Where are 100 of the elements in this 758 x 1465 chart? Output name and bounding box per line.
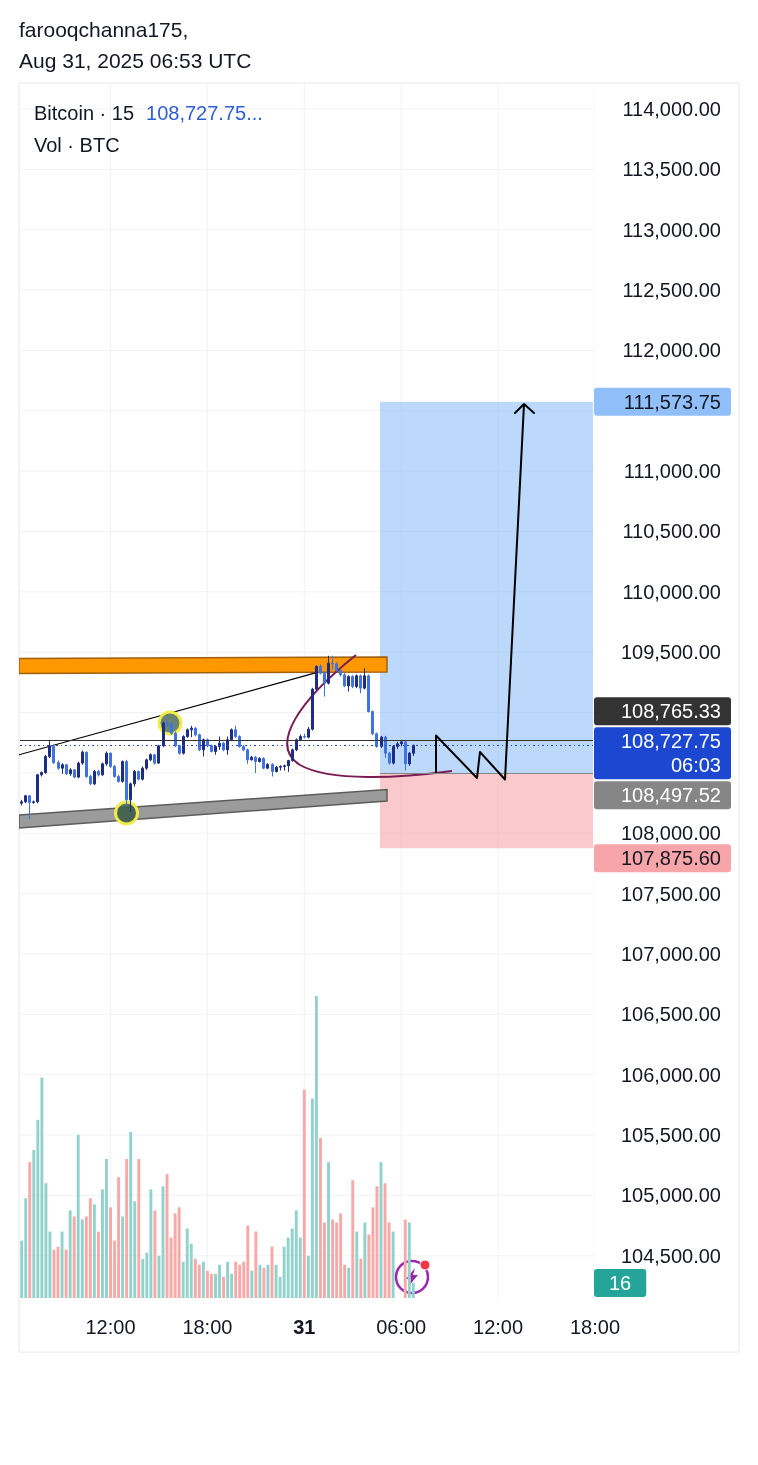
candlestick <box>342 672 347 688</box>
candlestick <box>152 753 157 766</box>
y-tick-label: 104,500.00 <box>620 1244 721 1267</box>
y-tick-label: 111,000.00 <box>623 460 721 483</box>
band-label: 111,573.75 <box>623 390 721 413</box>
bar <box>391 1231 395 1298</box>
y-tick-label: 113,500.00 <box>622 158 721 181</box>
bar <box>137 1159 141 1298</box>
y-tick-label: 112,500.00 <box>622 279 721 302</box>
bar <box>193 1258 197 1298</box>
bar <box>355 1231 359 1298</box>
bar <box>359 1258 363 1298</box>
candlestick <box>60 762 65 775</box>
bar <box>403 1219 407 1298</box>
bar <box>149 1189 153 1298</box>
bar <box>238 1264 242 1298</box>
y-tick-label: 110,500.00 <box>622 520 721 543</box>
bar <box>153 1210 157 1298</box>
bar <box>363 1222 367 1298</box>
y-tick-label: 108,000.00 <box>620 822 721 845</box>
candlestick <box>19 799 24 806</box>
candlestick <box>245 748 250 765</box>
y-tick-label: 107,000.00 <box>620 942 721 965</box>
bar <box>347 1267 351 1298</box>
candlestick <box>68 767 73 777</box>
bar <box>125 1159 129 1298</box>
candlestick <box>302 733 307 739</box>
y-tick-label: 110,000.00 <box>622 580 721 603</box>
candlestick <box>346 674 351 693</box>
candlestick <box>249 755 254 761</box>
y-tick-label: 105,000.00 <box>620 1184 721 1207</box>
bar <box>28 1162 32 1298</box>
y-tick-label: 112,000.00 <box>622 339 721 362</box>
bar <box>371 1207 375 1298</box>
bar <box>262 1267 266 1298</box>
bar <box>383 1183 387 1298</box>
bar <box>121 1216 125 1298</box>
bar <box>117 1177 121 1298</box>
bar <box>294 1210 298 1298</box>
x-tick-label: 18:00 <box>182 1316 233 1338</box>
candlestick <box>278 764 283 771</box>
ref-line-label: 108,497.52 <box>620 784 721 807</box>
candlestick <box>177 744 182 756</box>
bar <box>210 1273 213 1298</box>
bar <box>64 1249 68 1298</box>
candlestick <box>124 759 129 807</box>
bar <box>185 1228 189 1298</box>
candlestick <box>253 755 258 774</box>
text: Aug 31, 2025 06:53 UTC <box>19 49 252 72</box>
bar <box>327 1162 330 1298</box>
candlestick <box>92 769 97 786</box>
bar <box>351 1180 355 1298</box>
candlestick <box>270 762 275 778</box>
candlestick <box>56 759 61 771</box>
bar <box>226 1261 230 1298</box>
bar <box>72 1216 76 1298</box>
bar <box>76 1134 80 1298</box>
bar <box>234 1261 238 1298</box>
candlestick <box>201 737 206 757</box>
candlestick <box>350 674 355 689</box>
bar <box>258 1264 262 1298</box>
candlestick <box>217 736 222 751</box>
bar <box>109 1207 112 1298</box>
x-tick-label: 31 <box>293 1316 316 1338</box>
candlestick <box>72 768 77 779</box>
text: 16 <box>609 1271 632 1294</box>
bar <box>218 1264 221 1298</box>
bar <box>302 1089 306 1298</box>
chart-title: Vol · BTC <box>34 134 120 156</box>
text: 108,727.75... <box>146 102 263 124</box>
candlestick <box>27 794 32 820</box>
y-tick-label: 107,500.00 <box>620 882 721 905</box>
bar <box>205 1270 209 1298</box>
bar <box>92 1204 96 1298</box>
bar <box>68 1210 72 1298</box>
candlestick <box>120 759 125 784</box>
candlestick <box>209 744 214 753</box>
bar <box>314 996 318 1298</box>
candlestick <box>35 773 40 804</box>
candlestick <box>265 762 270 770</box>
ref-line-label: 108,765.33 <box>620 700 721 723</box>
candlestick <box>274 765 279 774</box>
bar <box>254 1231 258 1298</box>
y-tick-label: 106,000.00 <box>620 1063 721 1086</box>
y-tick-label: 109,500.00 <box>620 641 721 664</box>
x-tick-label: 06:00 <box>376 1316 427 1338</box>
y-tick-label: 105,500.00 <box>620 1124 721 1147</box>
bar <box>96 1231 100 1298</box>
candlestick <box>354 674 359 689</box>
bar <box>319 1137 322 1298</box>
text: farooqchanna175, <box>19 18 189 41</box>
candlestick <box>189 725 194 738</box>
bar <box>274 1264 278 1298</box>
candlestick <box>257 756 262 764</box>
candlestick <box>330 655 335 671</box>
candlestick <box>261 756 266 770</box>
bar <box>331 1219 335 1298</box>
candlestick <box>326 655 331 686</box>
bar <box>24 1198 28 1298</box>
x-tick-label: 12:00 <box>85 1316 136 1338</box>
